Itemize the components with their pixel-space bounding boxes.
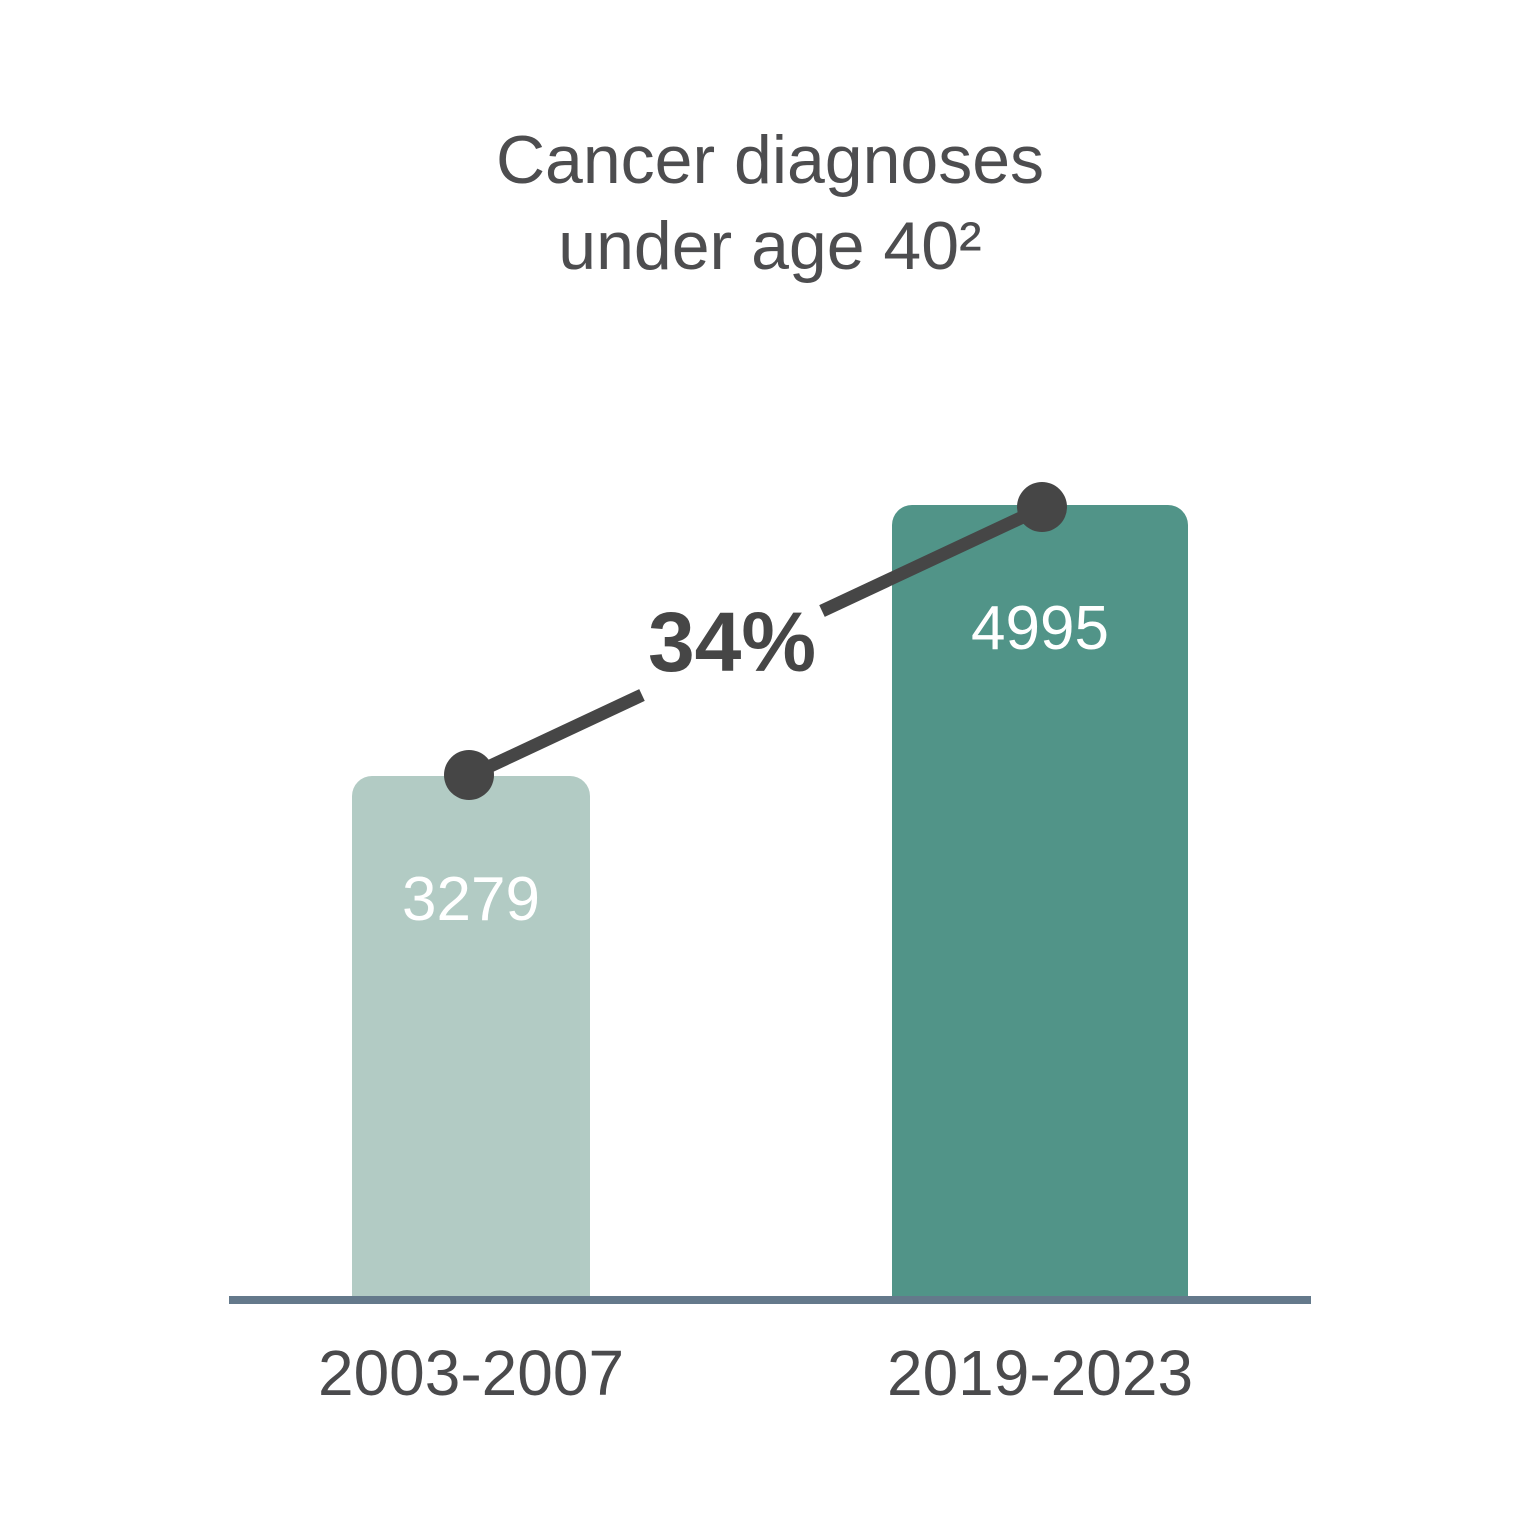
bar-value-2019-2023: 4995 bbox=[971, 594, 1109, 663]
chart-title-line2: under age 40² bbox=[558, 207, 982, 284]
bar-2003-2007: 3279 bbox=[352, 776, 590, 1296]
x-axis-label-2003-2007: 2003-2007 bbox=[317, 1337, 625, 1409]
connector-line-left-segment bbox=[466, 689, 645, 782]
bar-2019-2023: 4995 bbox=[892, 505, 1188, 1296]
x-axis-label-2019-2023: 2019-2023 bbox=[886, 1337, 1194, 1409]
percent-increase-label: 34% bbox=[647, 595, 817, 689]
x-axis-line bbox=[229, 1296, 1311, 1304]
bar-value-2003-2007: 3279 bbox=[402, 865, 540, 934]
chart-title: Cancer diagnoses under age 40² bbox=[0, 118, 1540, 289]
chart-title-line1: Cancer diagnoses bbox=[495, 122, 1045, 198]
